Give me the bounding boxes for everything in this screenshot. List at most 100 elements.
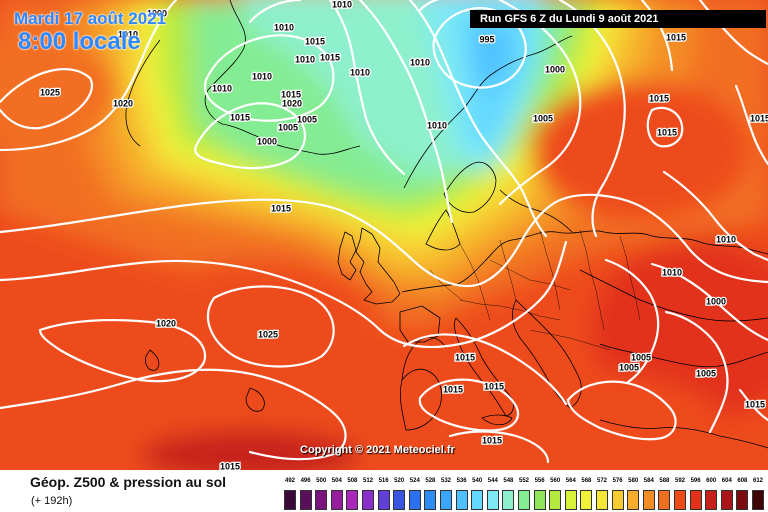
- isobar-label: 1010: [716, 234, 736, 244]
- isobar-label: 1025: [40, 87, 60, 97]
- isobar-label: 995: [479, 34, 494, 44]
- legend-value: 492: [284, 478, 295, 484]
- legend-swatch: [580, 490, 593, 510]
- isobar-label: 1020: [282, 98, 302, 108]
- isobar-label: 1010: [295, 54, 315, 64]
- legend-swatch: [720, 490, 733, 510]
- isobar-label: 1010: [118, 29, 138, 39]
- forecast-offset: (+ 192h): [31, 495, 73, 507]
- borders: [429, 229, 641, 351]
- isobar-label: 1015: [281, 89, 301, 99]
- legend-swatch: [455, 490, 468, 510]
- isobar-label: 1015: [271, 203, 291, 213]
- forecast-local-time: 8:00 locale: [18, 28, 141, 55]
- legend-swatch: [299, 490, 312, 510]
- legend-swatch: [284, 490, 296, 510]
- legend-value: 572: [596, 478, 607, 484]
- legend-swatch: [471, 490, 484, 510]
- isobar-label: 1005: [297, 114, 317, 124]
- legend-swatch: [486, 490, 499, 510]
- isobar-label: 1010: [427, 120, 447, 130]
- legend-value: 560: [550, 478, 561, 484]
- legend-swatch: [752, 490, 764, 510]
- isobar-label: 1000: [147, 8, 167, 18]
- isobar-label: 1010: [252, 71, 272, 81]
- isobar-label: 1005: [631, 352, 651, 362]
- legend-value: 504: [331, 478, 342, 484]
- legend-value: 512: [362, 478, 373, 484]
- legend-swatch: [393, 490, 406, 510]
- isobar-label: 1010: [332, 0, 352, 9]
- legend-swatch: [658, 490, 671, 510]
- legend-value: 548: [503, 478, 514, 484]
- copyright-notice: Copyright © 2021 Meteociel.fr: [300, 444, 455, 456]
- isobar-label: 1000: [706, 296, 726, 306]
- legend-value: 608: [737, 478, 748, 484]
- legend-swatch: [518, 490, 530, 510]
- legend-value: 592: [674, 478, 685, 484]
- isobar-label: 1015: [745, 399, 765, 409]
- legend-value: 576: [612, 478, 623, 484]
- legend-value: 496: [300, 478, 311, 484]
- isobar-label: 1000: [545, 64, 565, 74]
- legend-swatch: [674, 490, 686, 510]
- legend-swatch: [642, 490, 655, 510]
- legend-swatch: [736, 490, 749, 510]
- legend-swatch: [362, 490, 374, 510]
- legend-value: 588: [659, 478, 670, 484]
- legend-swatch: [549, 490, 562, 510]
- geopotential-color-field: [0, 0, 768, 470]
- legend-value: 516: [378, 478, 389, 484]
- isobar-label: 1010: [662, 267, 682, 277]
- isobar-label: 1010: [274, 22, 294, 32]
- legend-value: 600: [706, 478, 717, 484]
- isobar-label: 1025: [258, 329, 278, 339]
- legend-value: 508: [347, 478, 358, 484]
- isobar-label: 1015: [484, 381, 504, 391]
- legend-swatch: [564, 490, 577, 510]
- isobar-label: 1015: [649, 93, 669, 103]
- legend-swatch: [705, 490, 718, 510]
- isobar-label: 1015: [455, 352, 475, 362]
- model-run-banner: Run GFS 6 Z du Lundi 9 août 2021: [470, 10, 766, 28]
- legend-value: 556: [534, 478, 545, 484]
- legend-swatch: [377, 490, 390, 510]
- isobar-label: 1020: [156, 318, 176, 328]
- coastlines: [125, 0, 768, 449]
- legend-value: 524: [409, 478, 420, 484]
- isobar-labels: 1000 1010 1010 1010 1015 1010 1015 1010 1010 1010…: [39, 0, 768, 470]
- forecast-date: Mardi 17 août 2021: [14, 9, 167, 28]
- isobar-label: 1010: [212, 83, 232, 93]
- legend-swatch: [611, 490, 624, 510]
- isobar-label: 1005: [619, 362, 639, 372]
- isobar-label: 1015: [443, 384, 463, 394]
- isobar-label: 1005: [278, 122, 298, 132]
- legend-swatch: [596, 490, 608, 510]
- isobar-label: 1015: [320, 52, 340, 62]
- legend-swatch: [502, 490, 515, 510]
- legend-swatch: [627, 490, 640, 510]
- isobar-label: 1015: [230, 112, 250, 122]
- legend-value: 544: [487, 478, 498, 484]
- legend-value: 520: [394, 478, 405, 484]
- legend-swatch: [315, 490, 328, 510]
- legend-value: 528: [425, 478, 436, 484]
- legend-value: 580: [628, 478, 639, 484]
- legend-value: 540: [472, 478, 483, 484]
- isobar-label: 1005: [533, 113, 553, 123]
- isobar-label: 1005: [696, 368, 716, 378]
- isobar-label: 1000: [257, 136, 277, 146]
- legend-value: 612: [752, 478, 763, 484]
- isobars: [0, 0, 768, 462]
- legend-swatch: [330, 490, 343, 510]
- legend-swatch: [408, 490, 421, 510]
- legend-swatch: [424, 490, 437, 510]
- isobar-label: 1010: [350, 67, 370, 77]
- isobar-label: 1020: [113, 98, 133, 108]
- isobar-label: 1015: [657, 127, 677, 137]
- isobar-label: 1015: [220, 461, 240, 470]
- legend-value: 568: [581, 478, 592, 484]
- isobar-label: 1010: [410, 57, 430, 67]
- legend-value: 552: [518, 478, 529, 484]
